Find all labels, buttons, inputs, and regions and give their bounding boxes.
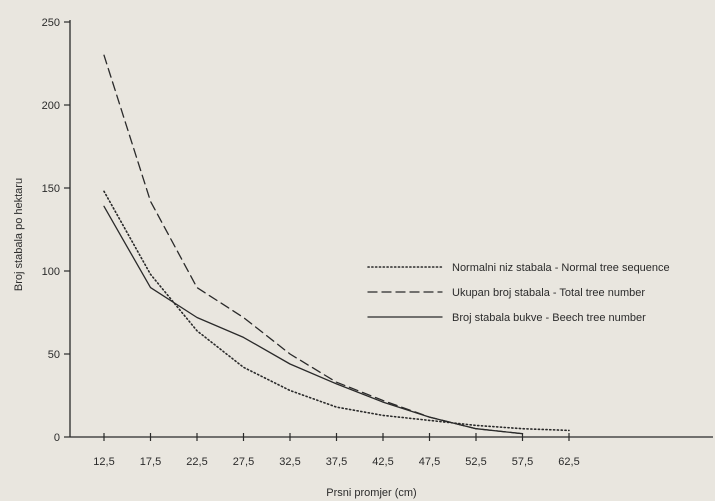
x-tick-label: 27,5 [233, 456, 254, 468]
series-line-dashed [103, 54, 524, 435]
legend-label: Ukupan broj stabala - Total tree number [452, 287, 645, 299]
x-tick-label: 52,5 [465, 456, 486, 468]
x-tick-label: 32,5 [279, 456, 300, 468]
y-tick-label: 250 [42, 17, 60, 29]
x-ticks: 12,5 17,5 22,5 27,5 32,5 37,5 42,5 47,5 52,5 57,5… [93, 433, 580, 468]
x-axis-title: Prsni promjer (cm) [326, 487, 416, 499]
x-tick-label: 12,5 [93, 456, 114, 468]
x-tick-label: 42,5 [372, 456, 393, 468]
x-tick-label: 57,5 [512, 456, 533, 468]
legend: Normalni niz stabala - Normal tree seque… [367, 262, 670, 324]
legend-label: Broj stabala bukve - Beech tree number [452, 312, 646, 324]
x-tick-label: 47,5 [419, 456, 440, 468]
axes [69, 20, 713, 438]
series-line-solid [103, 205, 524, 435]
y-tick-label: 200 [42, 100, 60, 112]
x-tick-label: 17,5 [140, 456, 161, 468]
y-tick-label: 50 [48, 349, 60, 361]
y-ticks: 0 50 100 150 200 250 [42, 17, 70, 444]
x-tick-label: 22,5 [186, 456, 207, 468]
y-tick-label: 150 [42, 183, 60, 195]
series-line-dotted [103, 190, 570, 432]
x-tick-label: 37,5 [326, 456, 347, 468]
y-tick-label: 100 [42, 266, 60, 278]
y-tick-label: 0 [54, 432, 60, 444]
y-axis-title: Broj stabala po hektaru [13, 178, 25, 291]
x-tick-label: 62,5 [558, 456, 579, 468]
series-lines [103, 54, 570, 435]
legend-label: Normalni niz stabala - Normal tree seque… [452, 262, 670, 274]
